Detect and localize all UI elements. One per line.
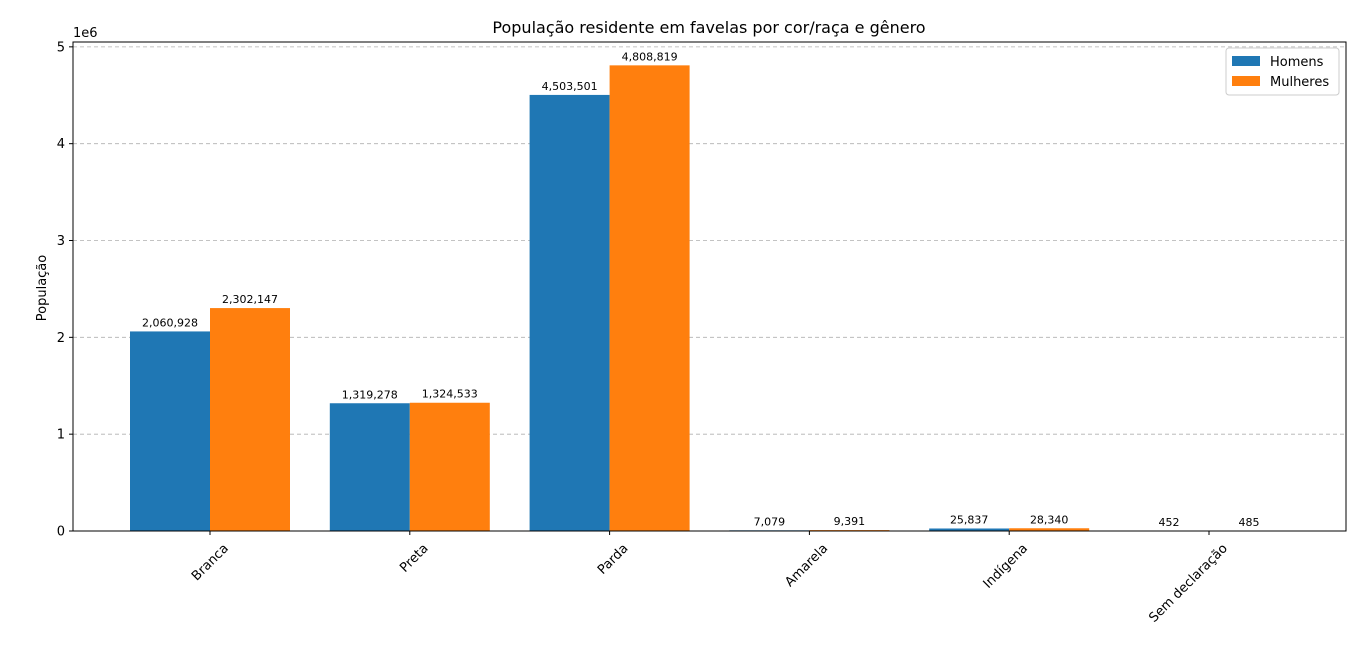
bar-value-label: 2,302,147 — [222, 293, 278, 306]
bar-value-label: 2,060,928 — [142, 316, 198, 329]
bar-mulheres-4 — [1009, 528, 1090, 531]
legend-label-homens: Homens — [1270, 55, 1324, 70]
y-axis-label: População — [35, 255, 50, 322]
bar-homens-2 — [529, 94, 610, 531]
bar-value-label: 1,319,278 — [342, 388, 398, 401]
chart-title: População residente em favelas por cor/r… — [492, 18, 925, 37]
bar-homens-1 — [329, 403, 410, 531]
y-tick-label: 3 — [57, 234, 65, 249]
bar-homens-4 — [929, 528, 1010, 531]
x-tick-label: Parda — [595, 541, 631, 577]
bar-value-label: 4,503,501 — [542, 80, 598, 93]
x-tick-label: Sem declaração — [1146, 541, 1230, 625]
bar-value-label: 7,079 — [754, 515, 786, 528]
legend: Homens Mulheres — [1225, 47, 1340, 96]
legend-swatch-mulheres — [1232, 76, 1260, 86]
plot-frame — [72, 41, 1347, 532]
y-axis-scale-label: 1e6 — [73, 26, 98, 41]
legend-swatch-homens — [1232, 56, 1260, 66]
bar-value-label: 1,324,533 — [422, 388, 478, 401]
bar-value-label: 485 — [1239, 516, 1260, 529]
y-tick-label: 0 — [57, 525, 65, 540]
bar-value-label: 25,837 — [950, 513, 989, 526]
bar-homens-0 — [130, 331, 210, 531]
legend-label-mulheres: Mulheres — [1270, 75, 1329, 90]
x-tick-label: Amarela — [782, 541, 831, 590]
bar-value-label: 28,340 — [1030, 513, 1069, 526]
bar-mulheres-1 — [409, 402, 490, 531]
y-tick-label: 4 — [57, 137, 65, 152]
y-tick-label: 2 — [57, 331, 65, 346]
x-tick-label: Preta — [397, 541, 431, 575]
bar-value-label: 4,808,819 — [622, 50, 678, 63]
y-tick-label: 5 — [57, 40, 65, 55]
bar-mulheres-2 — [609, 65, 690, 531]
bars — [130, 65, 1289, 531]
x-tick-label: Indígena — [981, 541, 1031, 591]
bar-mulheres-0 — [210, 308, 290, 531]
bar-value-labels: 2,060,928 1,319,278 4,503,501 7,079 25,837 45… — [142, 50, 1259, 529]
bar-value-label: 452 — [1159, 516, 1180, 529]
y-tick-label: 1 — [57, 428, 65, 443]
x-tick-label: Branca — [189, 541, 232, 584]
bar-value-label: 9,391 — [834, 515, 866, 528]
